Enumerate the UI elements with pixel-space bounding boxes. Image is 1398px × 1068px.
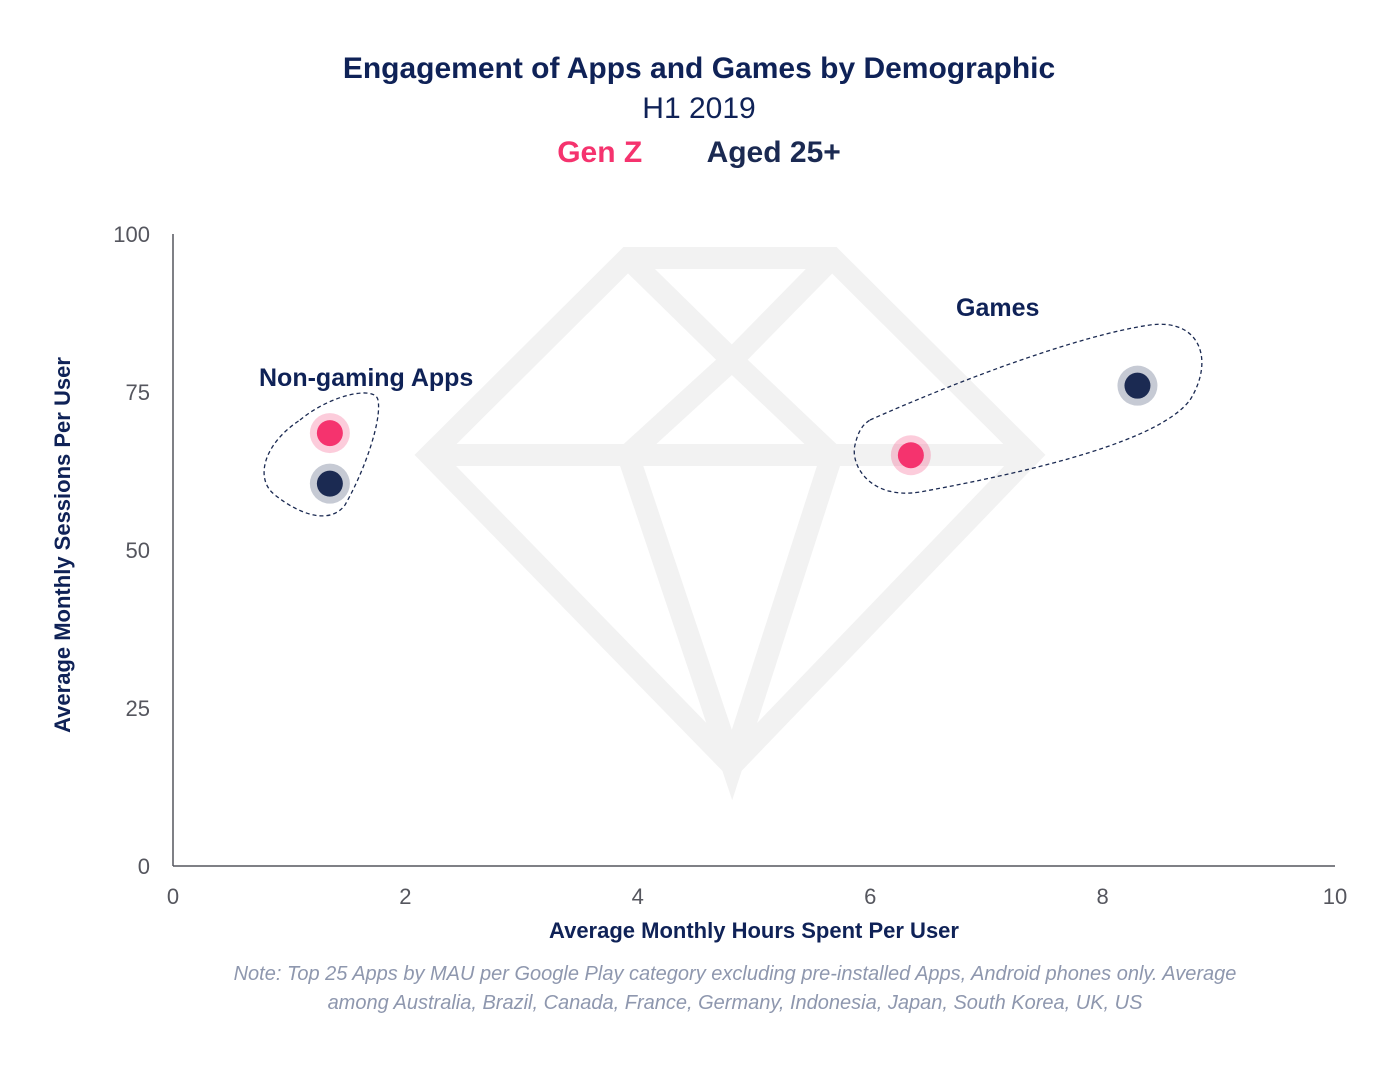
chart-title: Engagement of Apps and Games by Demograp… [342, 52, 1056, 85]
diamond-logo-icon [414, 247, 1046, 801]
x-tick-labels: 0 2 4 6 8 10 [167, 884, 1347, 909]
x-axis-label: Average Monthly Hours Spent Per User [549, 918, 959, 943]
data-point-marker [316, 420, 343, 447]
y-tick-label: 0 [138, 854, 150, 879]
y-tick-labels: 0 25 50 75 100 [113, 222, 150, 879]
data-point [1117, 365, 1158, 406]
data-points [309, 365, 1158, 504]
y-axis-label: Average Monthly Sessions Per User [50, 357, 75, 733]
data-point [309, 413, 350, 454]
y-tick-label: 50 [126, 538, 150, 563]
non-gaming-apps-group-outline [263, 392, 380, 517]
legend-entry-aged-25-plus: Aged 25+ [706, 136, 841, 169]
chart-subtitle: H1 2019 [642, 92, 756, 125]
games-annotation: Games [956, 294, 1039, 322]
x-tick-label: 10 [1323, 884, 1347, 909]
legend-entry-gen-z: Gen Z [557, 136, 643, 169]
y-tick-label: 75 [126, 380, 150, 405]
x-tick-label: 6 [864, 884, 876, 909]
footnote: Note: Top 25 Apps by MAU per Google Play… [233, 963, 1237, 1014]
y-tick-label: 100 [113, 222, 150, 247]
non-gaming-apps-annotation: Non-gaming Apps [259, 364, 473, 392]
scatter-chart: 0 2 4 6 8 10 0 25 50 75 100 Average Monthly Hours… [50, 222, 1347, 943]
x-tick-label: 2 [399, 884, 411, 909]
data-point-marker [1124, 372, 1151, 399]
data-point [890, 435, 931, 476]
data-point-marker [897, 442, 924, 469]
data-point-marker [316, 470, 343, 497]
x-tick-label: 0 [167, 884, 179, 909]
y-tick-label: 25 [126, 696, 150, 721]
x-tick-label: 4 [632, 884, 644, 909]
data-point [309, 463, 350, 504]
legend: Gen Z Aged 25+ [0, 136, 1398, 170]
x-tick-label: 8 [1096, 884, 1108, 909]
